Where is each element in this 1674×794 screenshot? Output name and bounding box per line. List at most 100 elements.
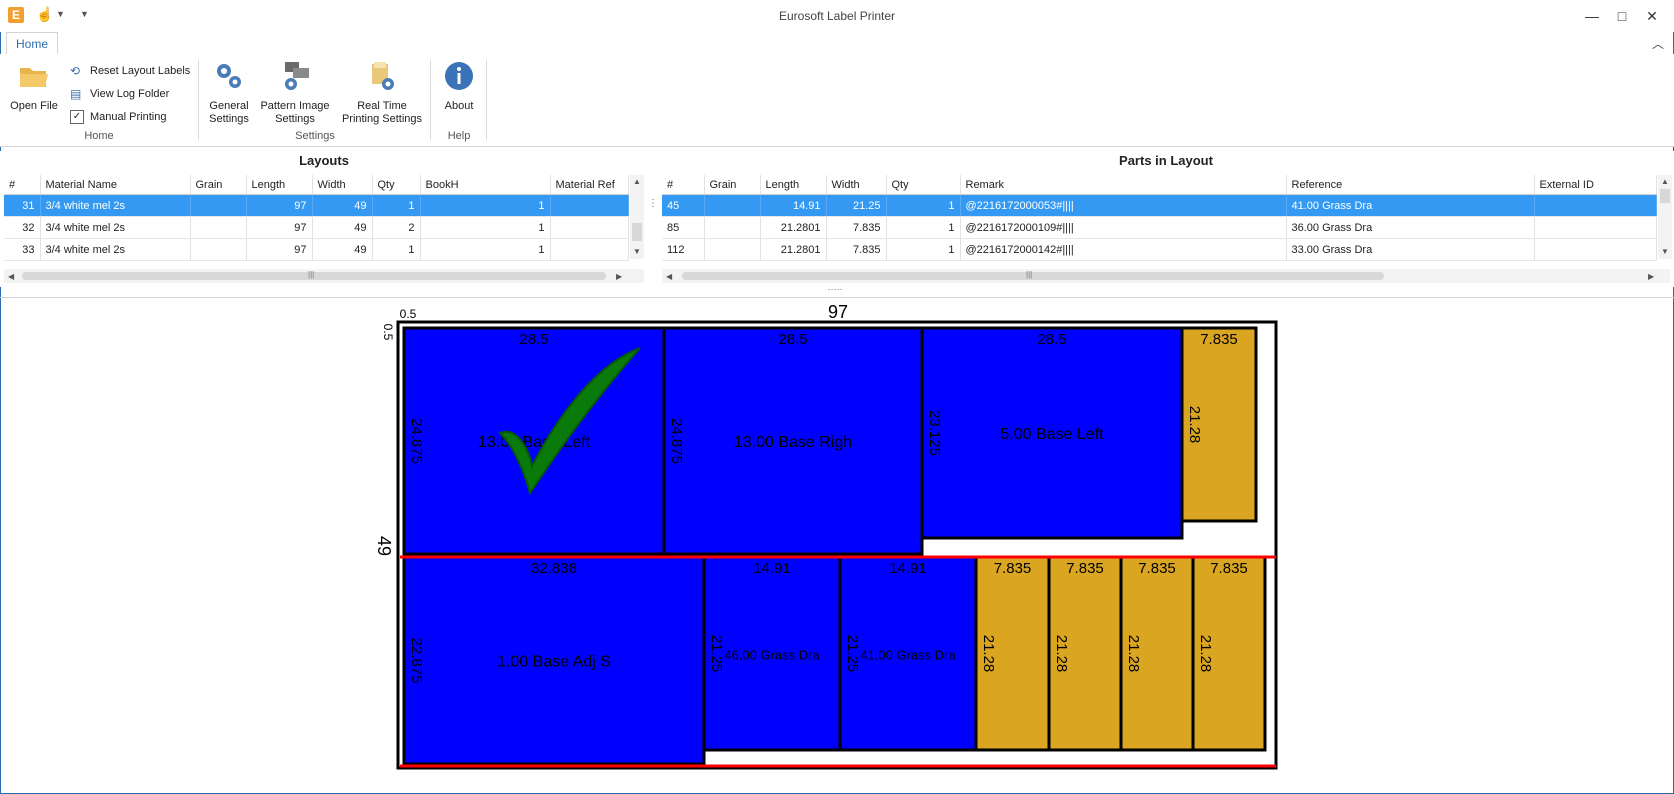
open-file-button[interactable]: Open File — [8, 60, 60, 113]
part-rect — [702, 555, 842, 752]
touch-hand-icon[interactable]: ☝ — [36, 6, 54, 22]
table-row[interactable]: 45 14.91 21.25 1 @2216172000053#|||| 41.… — [662, 194, 1657, 217]
scroll-grip-icon: ||| — [1026, 270, 1033, 279]
part-height-label: 22.875 — [408, 638, 425, 684]
horizontal-scroll-thumb[interactable] — [682, 272, 1384, 280]
part-width-label: 7.835 — [1138, 560, 1176, 577]
column-header[interactable]: Grain — [704, 175, 761, 195]
pattern-image-icon — [285, 62, 309, 90]
column-header[interactable]: Width — [826, 175, 887, 195]
app-icon[interactable]: E — [8, 7, 24, 23]
column-header[interactable]: External ID — [1534, 175, 1657, 195]
scroll-left-icon[interactable]: ◀ — [666, 272, 673, 281]
scroll-down-icon[interactable]: ▼ — [633, 247, 641, 256]
view-log-folder-button[interactable]: ▤ View Log Folder — [68, 85, 169, 103]
column-header[interactable]: Width — [312, 175, 373, 195]
part-height-label: 21.25 — [708, 635, 725, 673]
layouts-horizontal-scrollbar[interactable]: ◀ ||| ▶ — [4, 269, 644, 283]
pattern-image-settings-button[interactable]: Pattern Image Settings — [256, 60, 334, 126]
reset-layout-labels-button[interactable]: ⟲ Reset Layout Labels — [68, 62, 190, 80]
layout-part[interactable]: 14.91 21.25 41.00 Grass Dra — [838, 555, 978, 752]
table-row[interactable]: 112 21.2801 7.835 1 @2216172000142#|||| … — [662, 238, 1657, 261]
layout-part[interactable]: 32.838 22.875 1.00 Base Adj S — [402, 555, 706, 766]
pattern-image-label-2: Settings — [275, 113, 315, 125]
sheet-length-label: 97 — [828, 302, 848, 322]
table-cell: 7.835 — [826, 216, 887, 239]
column-header[interactable]: Qty — [886, 175, 961, 195]
table-cell: 1 — [372, 194, 421, 217]
part-name-label: 13.00 Base Left — [478, 434, 591, 451]
table-cell — [550, 238, 629, 261]
table-row[interactable]: 33 3/4 white mel 2s 97 49 1 1 — [4, 238, 629, 261]
table-cell: 3/4 white mel 2s — [40, 194, 191, 217]
layout-part[interactable]: 28.5 23.125 5.00 Base Left — [920, 326, 1184, 540]
scroll-down-icon[interactable]: ▼ — [1661, 247, 1669, 256]
parts-horizontal-scrollbar[interactable]: ◀ ||| ▶ — [662, 269, 1670, 283]
column-header[interactable]: Material Ref — [550, 175, 629, 195]
table-row[interactable]: 85 21.2801 7.835 1 @2216172000109#|||| 3… — [662, 216, 1657, 239]
vertical-scroll-thumb[interactable] — [632, 223, 642, 241]
close-button[interactable]: ✕ — [1646, 8, 1658, 24]
vertical-splitter-grip[interactable]: ⋮ — [648, 198, 658, 209]
table-row[interactable]: 32 3/4 white mel 2s 97 49 2 1 — [4, 216, 629, 239]
vertical-scroll-thumb[interactable] — [1660, 189, 1670, 203]
scroll-up-icon[interactable]: ▲ — [1661, 177, 1669, 186]
part-width-label: 7.835 — [994, 560, 1032, 577]
layout-part[interactable]: 7.835 21.28 — [1191, 555, 1267, 752]
part-name-label: 46.00 Grass Dra — [724, 648, 820, 663]
column-header[interactable]: Remark — [960, 175, 1287, 195]
part-name-label: 1.00 Base Adj S — [497, 654, 611, 671]
scroll-up-icon[interactable]: ▲ — [633, 177, 641, 186]
tab-home[interactable]: Home — [6, 32, 58, 56]
scroll-left-icon[interactable]: ◀ — [8, 272, 15, 281]
part-name-label: 5.00 Base Left — [1000, 426, 1104, 443]
layouts-grid: # Material Name Grain Length Width Qty B… — [4, 175, 629, 261]
column-header[interactable]: Material Name — [40, 175, 191, 195]
scroll-right-icon[interactable]: ▶ — [1648, 272, 1655, 281]
ribbon-group-settings: General Settings Pattern Image Settings … — [202, 58, 428, 144]
column-header[interactable]: Reference — [1286, 175, 1535, 195]
column-header[interactable]: # — [662, 175, 705, 195]
real-time-printing-settings-button[interactable]: Real Time Printing Settings — [338, 60, 426, 126]
table-cell: 1 — [420, 216, 551, 239]
column-header[interactable]: Qty — [372, 175, 421, 195]
collapse-ribbon-icon[interactable]: ︿ — [1651, 37, 1664, 51]
layout-part[interactable]: 14.91 21.25 46.00 Grass Dra — [702, 555, 842, 752]
customize-toolbar-icon[interactable]: ▼ — [80, 9, 89, 19]
table-row[interactable]: 31 3/4 white mel 2s 97 49 1 1 — [4, 194, 629, 217]
layout-part[interactable]: 7.835 21.28 — [1047, 555, 1123, 752]
table-cell: 7.835 — [826, 238, 887, 261]
general-settings-button[interactable]: General Settings — [204, 60, 254, 126]
table-cell: 31 — [4, 194, 41, 217]
layouts-vertical-scrollbar[interactable]: ▲ ▼ — [630, 175, 644, 259]
part-height-label: 21.28 — [1186, 406, 1203, 444]
panel-divider — [0, 297, 1674, 298]
horizontal-splitter-grip[interactable]: ····· — [827, 284, 843, 294]
maximize-button[interactable]: □ — [1617, 8, 1627, 24]
manual-printing-checkbox[interactable]: ✓ Manual Printing — [68, 108, 166, 126]
quick-access-dropdown-icon[interactable]: ▼ — [56, 9, 65, 19]
view-log-folder-label: View Log Folder — [90, 88, 170, 100]
column-header[interactable]: # — [4, 175, 41, 195]
minimize-button[interactable]: — — [1585, 8, 1599, 24]
layout-part[interactable]: 7.835 21.28 — [974, 555, 1051, 752]
layout-part[interactable]: 7.835 21.28 — [1119, 555, 1195, 752]
gears-icon — [217, 64, 241, 88]
layout-drawing[interactable]: 0.5 97 0.5 49 28.524.875 13.00 Base Left2… — [0, 298, 1674, 794]
column-header[interactable]: Length — [246, 175, 313, 195]
column-header[interactable]: BookH — [420, 175, 551, 195]
part-width-label: 14.91 — [753, 560, 791, 577]
parts-vertical-scrollbar[interactable]: ▲ ▼ — [1658, 175, 1672, 259]
trim-x-label: 0.5 — [400, 307, 417, 321]
column-header[interactable]: Length — [760, 175, 827, 195]
column-header[interactable]: Grain — [190, 175, 247, 195]
scroll-right-icon[interactable]: ▶ — [616, 272, 623, 281]
horizontal-scroll-thumb[interactable] — [22, 272, 606, 280]
general-settings-label-2: Settings — [209, 113, 249, 125]
ribbon-separator — [198, 60, 199, 140]
layout-part[interactable]: 7.835 21.28 — [1180, 326, 1258, 523]
layout-part[interactable]: 28.5 24.875 13.00 Base Righ — [662, 326, 924, 556]
about-button[interactable]: About — [438, 60, 480, 113]
part-name-label: 13.00 Base Righ — [734, 434, 852, 451]
reset-layout-labels-label: Reset Layout Labels — [90, 65, 191, 77]
